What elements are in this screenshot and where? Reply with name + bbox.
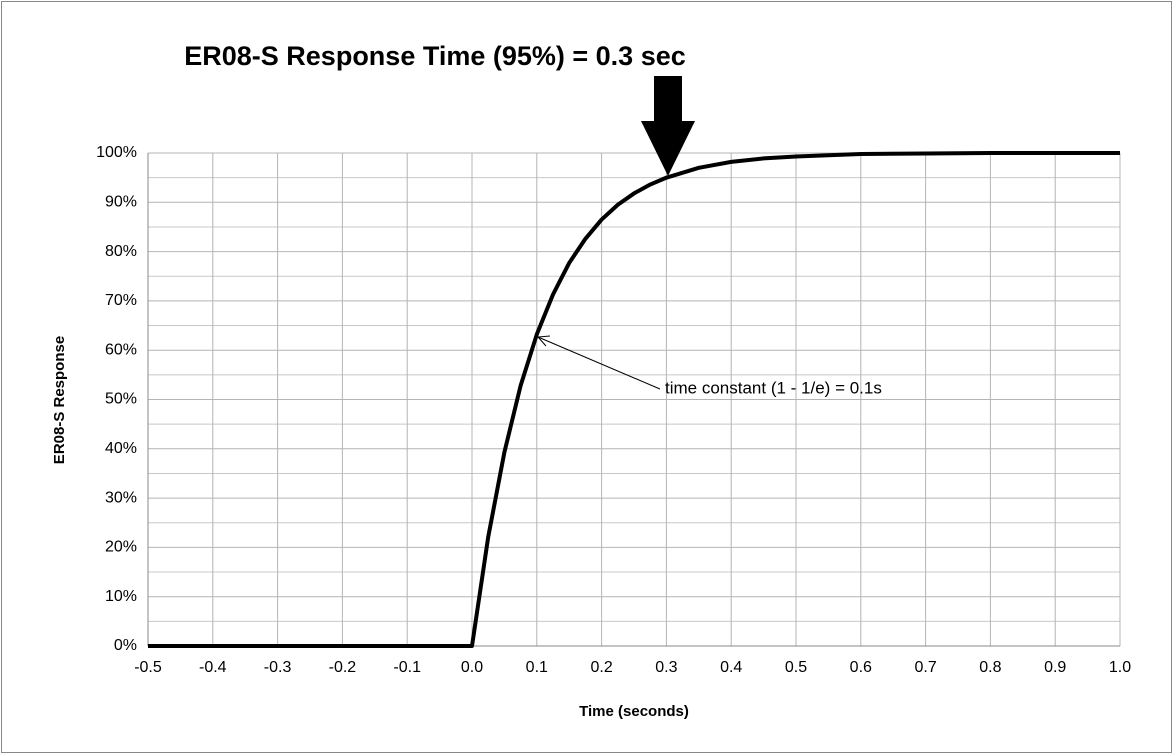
x-tick-label: 0.8 [979,659,1001,676]
annotation: time constant (1 - 1/e) = 0.1s [665,378,882,397]
marks [148,151,1120,648]
y-axis-title: ER08-S Response [51,336,68,464]
annotation-arrowhead [536,335,551,347]
y-tick-label: 70% [105,292,137,309]
x-tick-label: 0.0 [461,659,483,676]
x-tick-label: 0.2 [590,659,612,676]
y-tick-label: 0% [114,637,137,654]
y-tick-label: 40% [105,440,137,457]
y-tick-label: 60% [105,341,137,358]
x-tick-label: -0.1 [393,659,421,676]
response-arrow [641,76,695,176]
y-tick-label: 30% [105,489,137,506]
x-axis-title: Time (seconds) [579,703,689,720]
x-tick-label: 0.9 [1044,659,1066,676]
y-tick-label: 100% [96,144,137,161]
y-tick-label: 10% [105,588,137,605]
chart-title: ER08-S Response Time (95%) = 0.3 sec [184,41,686,71]
grid [147,152,1121,647]
y-tick-label: 80% [105,243,137,260]
annotation-arrow [537,336,661,390]
x-tick-label: 0.6 [850,659,872,676]
x-tick-label: 0.5 [785,659,807,676]
y-tick-label: 20% [105,539,137,556]
y-tick-label: 50% [105,391,137,408]
x-tick-label: 0.7 [914,659,936,676]
x-tick-label: 0.3 [655,659,677,676]
x-tick-label: -0.4 [199,659,227,676]
x-tick-label: 0.4 [720,659,742,676]
x-tick-label: 0.1 [526,659,548,676]
x-tick-label: -0.2 [329,659,357,676]
x-tick-label: -0.3 [264,659,292,676]
y-tick-label: 90% [105,194,137,211]
x-tick-label: 1.0 [1109,659,1131,676]
line-series [148,151,1120,648]
x-tick-label: -0.5 [134,659,162,676]
